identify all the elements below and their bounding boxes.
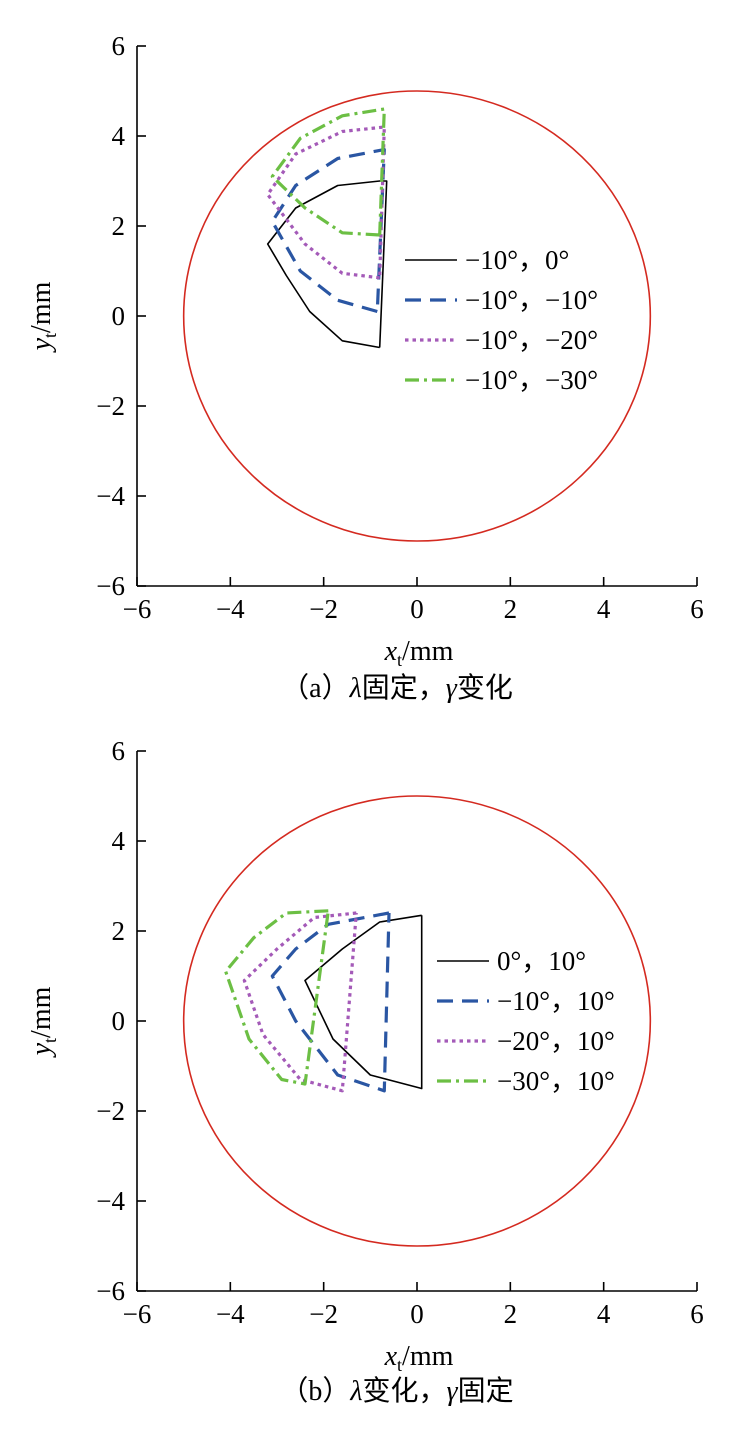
x-tick-label: −4: [216, 594, 245, 624]
x-tick-label: −4: [216, 1299, 245, 1329]
y-tick-label: −6: [96, 571, 125, 601]
series-line-0: [266, 180, 388, 349]
y-tick-label: 6: [112, 31, 126, 61]
y-tick-label: 2: [112, 916, 126, 946]
series-line-3: [224, 909, 330, 1086]
panel-caption: （b）λ变化，γ固定: [280, 1375, 513, 1407]
legend-entry-label: −10°，−20°: [465, 325, 598, 355]
legend-entry-label: −30°，10°: [497, 1066, 615, 1096]
x-tick-label: −2: [309, 594, 338, 624]
series-line-2: [242, 911, 358, 1093]
y-tick-label: 2: [112, 211, 126, 241]
y-axis-title: yt/mm: [26, 281, 60, 353]
x-tick-label: 0: [410, 1299, 424, 1329]
chart-panel-b: −6 −4 −2 0 2 4 6 −6 −4 −2 0 2 4 6 xt/mm yt/mm 0°，10° −10°…: [26, 736, 704, 1407]
x-tick-label: 2: [504, 594, 518, 624]
y-tick-label: 6: [112, 736, 126, 766]
x-tick-label: −6: [123, 1299, 152, 1329]
y-tick-label: 0: [112, 1006, 126, 1036]
y-axis-title: yt/mm: [26, 986, 60, 1058]
legend-entry-label: −10°，−10°: [465, 285, 598, 315]
y-tick-label: −2: [96, 1096, 125, 1126]
y-tick-label: 4: [112, 121, 126, 151]
x-tick-label: 6: [690, 594, 704, 624]
y-tick-label: −2: [96, 391, 125, 421]
x-tick-label: −2: [309, 1299, 338, 1329]
series-line-2: [266, 125, 386, 280]
legend-entry-label: −10°，0°: [465, 245, 569, 275]
chart-panel-a: −6 −4 −2 0 2 4 6 −6 −4 −2 0 2 4 6 xt/mm yt/mm −10°，0° −10…: [26, 31, 704, 704]
y-tick-label: 4: [112, 826, 126, 856]
legend-entry-label: −10°，10°: [497, 986, 615, 1016]
legend-entry-label: −20°，10°: [497, 1026, 615, 1056]
boundary-circle: [182, 795, 652, 1247]
panel-caption: （a）λ固定，γ变化: [281, 672, 513, 704]
y-tick-label: 0: [112, 301, 126, 331]
x-tick-label: 2: [504, 1299, 518, 1329]
x-tick-label: −6: [123, 594, 152, 624]
y-tick-label: −4: [96, 481, 125, 511]
x-tick-label: 4: [597, 1299, 611, 1329]
y-tick-label: −4: [96, 1186, 125, 1216]
series-line-1: [270, 911, 391, 1093]
x-tick-label: 4: [597, 594, 611, 624]
boundary-circle: [182, 90, 652, 542]
series-line-1: [270, 147, 386, 314]
x-tick-label: 6: [690, 1299, 704, 1329]
x-axis-title: xt/mm: [384, 1341, 454, 1375]
x-axis-title: xt/mm: [384, 636, 454, 670]
y-tick-label: −6: [96, 1276, 125, 1306]
legend-entry-label: 0°，10°: [497, 946, 586, 976]
legend-entry-label: −10°，−30°: [465, 365, 598, 395]
x-tick-label: 0: [410, 594, 424, 624]
series-line-0: [304, 914, 423, 1090]
